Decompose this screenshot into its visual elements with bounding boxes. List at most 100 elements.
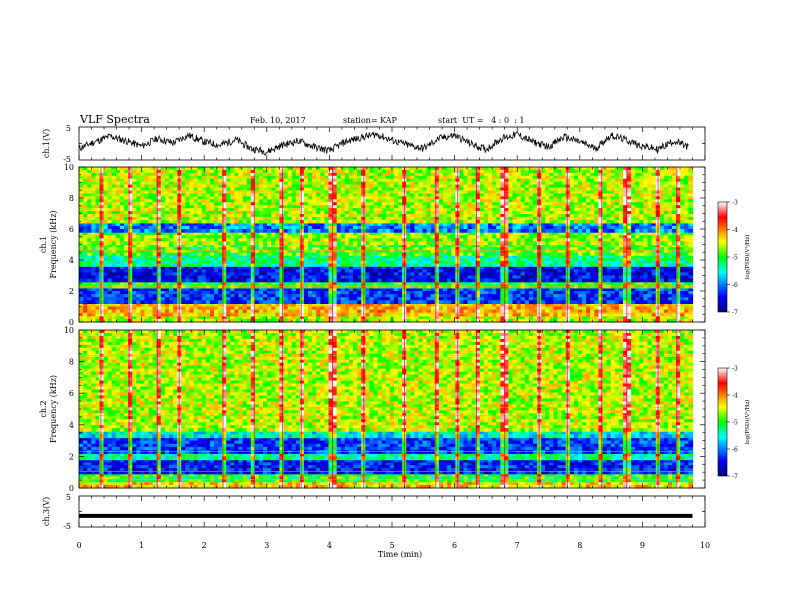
- spectrogram-cell: [492, 269, 497, 273]
- spectrogram-cell: [488, 278, 493, 283]
- spectrogram-cell: [136, 309, 141, 314]
- spectrogram-cell: [590, 287, 595, 292]
- spectrogram-cell: [430, 252, 436, 256]
- spectrogram-cell: [230, 244, 235, 248]
- spectrogram-cell: [504, 272, 509, 277]
- spectrogram-cell: [291, 229, 297, 233]
- spectrogram-cell: [561, 272, 567, 277]
- spectrogram-cell: [336, 297, 342, 301]
- spectrogram-cell: [259, 294, 264, 298]
- spectrogram-cell: [201, 238, 207, 242]
- spectrogram-cell: [246, 303, 252, 308]
- spectrogram-cell: [250, 278, 256, 283]
- spectrogram-cell: [516, 266, 522, 270]
- spectrogram-cell: [393, 258, 399, 262]
- spectrogram-cell: [295, 309, 301, 314]
- spectrogram-cell: [201, 300, 207, 304]
- spectrogram-cell: [684, 291, 689, 295]
- spectrogram-cell: [672, 272, 677, 277]
- spectrogram-cell: [414, 309, 420, 314]
- spectrogram-cell: [119, 229, 125, 233]
- spectrogram-cell: [623, 222, 628, 227]
- spectrogram-cell: [185, 303, 190, 308]
- spectrogram-cell: [344, 266, 350, 270]
- spectrogram-cell: [373, 252, 379, 256]
- spectrogram-cell: [496, 297, 501, 301]
- spectrogram-cell: [434, 272, 440, 277]
- spectrogram-cell: [606, 266, 612, 270]
- spectrogram-cell: [398, 275, 403, 280]
- spectrogram-cell: [504, 255, 509, 259]
- spectrogram-cell: [545, 260, 550, 265]
- spectrogram-cell: [148, 278, 154, 283]
- spectrogram-cell: [303, 232, 309, 236]
- spectrogram-cell: [99, 258, 105, 262]
- spectrogram-cell: [164, 291, 170, 295]
- spectrogram-cell: [79, 232, 84, 236]
- spectrogram-cell: [590, 291, 595, 295]
- spectrogram-cell: [479, 272, 485, 277]
- spectrogram-cell: [512, 300, 518, 304]
- spectrogram-cell: [214, 222, 219, 227]
- spectrogram-cell: [189, 252, 195, 256]
- spectrogram-cell: [132, 238, 137, 242]
- spectrogram-cell: [124, 252, 129, 256]
- spectrogram-cell: [569, 318, 575, 323]
- spectrogram-cell: [393, 297, 399, 301]
- spectrogram-cell: [561, 247, 567, 251]
- spectrogram-cell: [197, 272, 203, 277]
- spectrogram-cell: [414, 281, 420, 286]
- spectrogram-cell: [680, 263, 685, 267]
- spectrogram-cell: [287, 291, 293, 295]
- spectrogram-cell: [332, 303, 338, 308]
- spectrogram-cell: [381, 229, 387, 233]
- spectrogram-cell: [659, 297, 665, 301]
- spectrogram-cell: [381, 232, 387, 236]
- spectrogram-cell: [389, 294, 395, 298]
- spectrogram-cell: [627, 238, 632, 242]
- spectrogram-cell: [226, 294, 231, 298]
- spectrogram-cell: [344, 306, 350, 311]
- spectrogram-cell: [623, 312, 628, 317]
- spectrogram-cell: [99, 315, 105, 320]
- spectrogram-cell: [263, 249, 268, 254]
- spectrogram-cell: [83, 247, 88, 251]
- spectrogram-cell: [218, 255, 223, 259]
- spectrogram-cell: [263, 318, 268, 323]
- spectrogram-cell: [222, 272, 227, 277]
- spectrogram-cell: [438, 222, 444, 227]
- spectrogram-cell: [443, 232, 448, 236]
- spectrogram-cell: [430, 238, 436, 242]
- spectrogram-cell: [193, 252, 199, 256]
- spectrogram-cell: [324, 312, 330, 317]
- spectrogram-cell: [561, 309, 567, 314]
- spectrogram-cell: [533, 238, 538, 242]
- spectrogram-cell: [246, 266, 252, 270]
- spectrogram-cell: [303, 287, 309, 292]
- spectrogram-cell: [87, 275, 92, 280]
- spectrogram-cell: [238, 255, 244, 259]
- spectrogram-cell: [500, 281, 505, 286]
- spectrogram-cell: [635, 225, 640, 230]
- spectrogram-cell: [610, 303, 616, 308]
- spectrogram-cell: [688, 266, 694, 270]
- spectrogram-cell: [218, 252, 223, 256]
- spectrogram-cell: [398, 278, 403, 283]
- spectrogram-cell: [627, 225, 632, 230]
- spectrogram-cell: [336, 255, 342, 259]
- spectrogram-cell: [336, 275, 342, 280]
- spectrogram-cell: [684, 318, 689, 323]
- spectrogram-cell: [667, 309, 673, 314]
- spectrogram-cell: [234, 278, 240, 283]
- spectrogram-cell: [103, 260, 109, 265]
- spectrogram-cell: [582, 300, 587, 304]
- spectrogram-cell: [578, 235, 583, 239]
- spectrogram-cell: [152, 235, 158, 239]
- spectrogram-cell: [418, 266, 424, 270]
- spectrogram-cell: [500, 235, 505, 239]
- spectrogram-cell: [332, 281, 338, 286]
- spectrogram-cell: [524, 249, 530, 254]
- spectrogram-cell: [238, 315, 244, 320]
- spectrogram-cell: [659, 272, 665, 277]
- spectrogram-cell: [214, 244, 219, 248]
